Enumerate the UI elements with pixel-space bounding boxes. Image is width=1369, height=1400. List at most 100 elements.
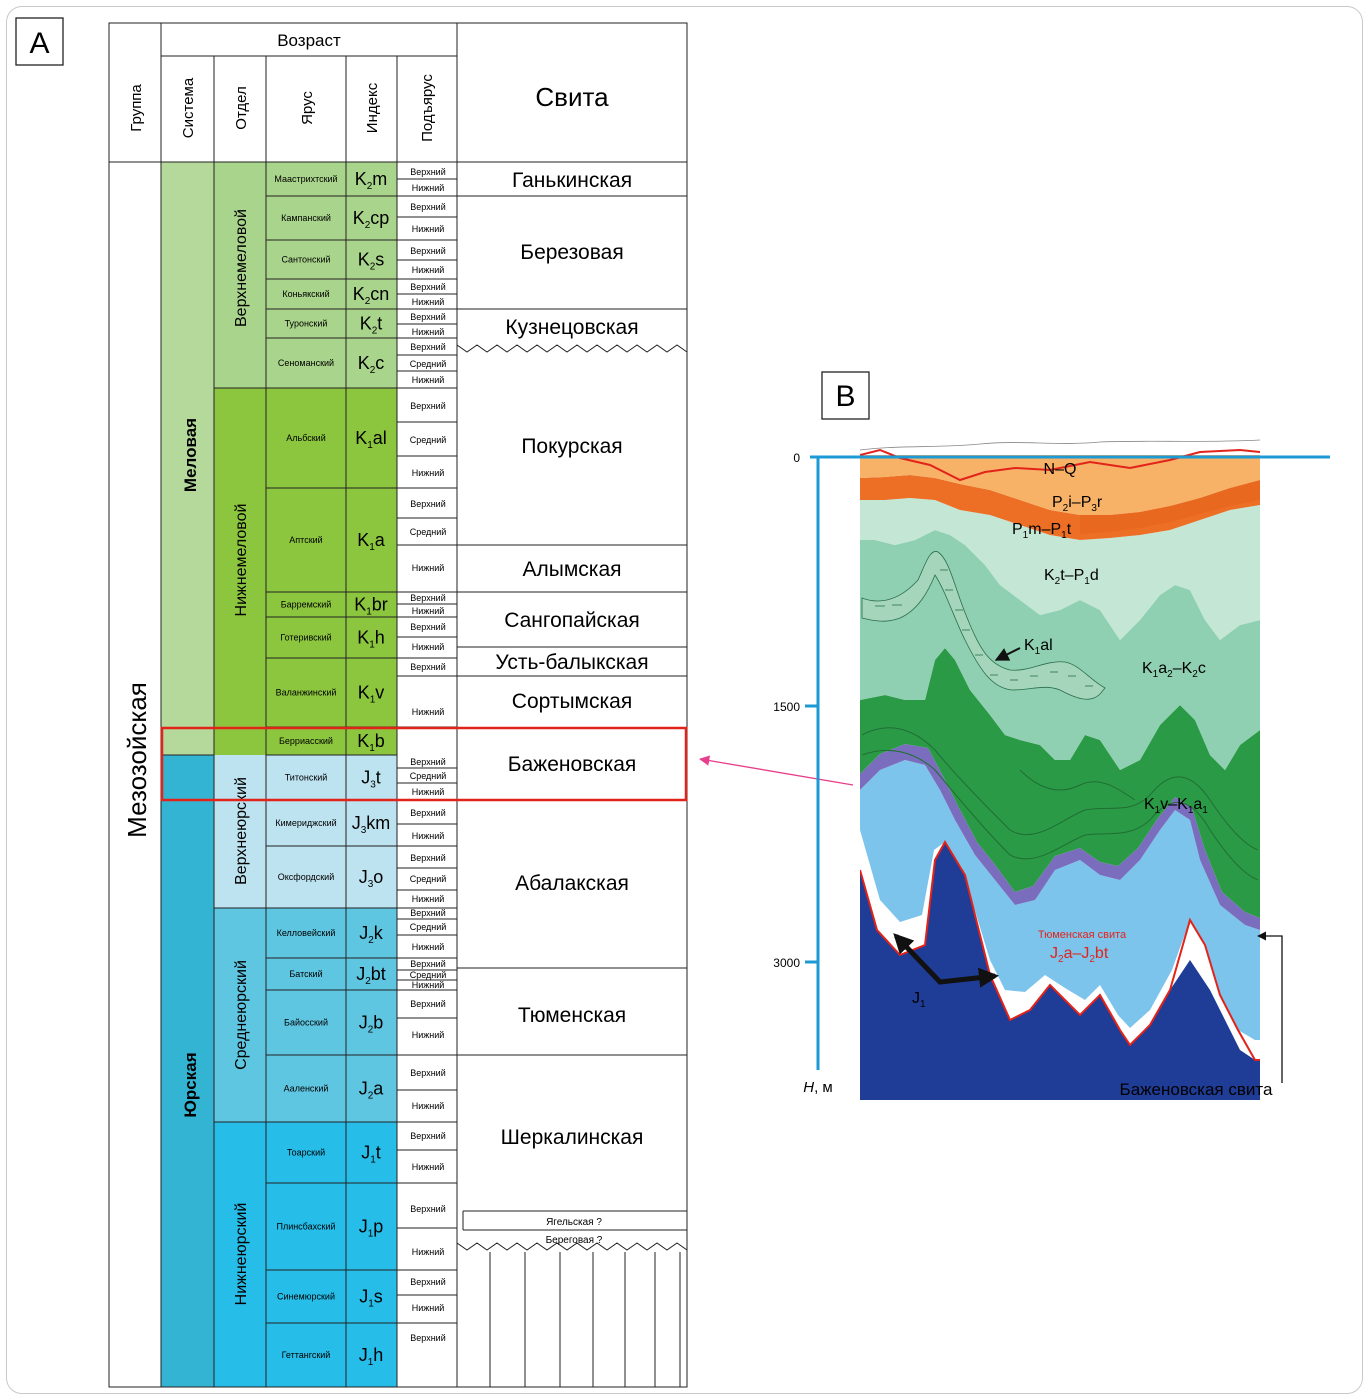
header-group: Группа <box>128 84 145 132</box>
stage-name: Коньякский <box>282 289 329 299</box>
substage-label: Верхний <box>410 999 445 1009</box>
substage-label: Нижний <box>412 265 445 275</box>
stage-index: J3o <box>359 867 384 890</box>
stage-index: K1v <box>358 683 385 706</box>
stage-index: J1t <box>361 1143 381 1166</box>
stage-index: J2k <box>359 923 384 946</box>
substage-label: Нижний <box>412 375 445 385</box>
stage-index: K2cn <box>353 284 390 307</box>
label-bazhenov-suite: Баженовская свита <box>1120 1080 1273 1099</box>
stage-name: Синемюрский <box>277 1292 335 1302</box>
stage-name: Геттангский <box>282 1350 331 1360</box>
label-nq: N–Q <box>1044 461 1077 478</box>
index-upper-cretaceous-fill <box>346 162 397 388</box>
substage-label: Нижний <box>412 787 445 797</box>
label-k1a2: K1a2–K2c <box>1142 660 1206 680</box>
substage-label: Верхний <box>410 282 445 292</box>
suite-beregovaya: Береговая ? <box>546 1235 603 1246</box>
suite-ust-balykskaya: Усть-балыкская <box>495 651 648 674</box>
label-j1: J1 <box>912 990 926 1010</box>
stage-name: Альбский <box>286 433 326 443</box>
substage-label: Средний <box>410 527 447 537</box>
substage-label: Верхний <box>410 1333 445 1343</box>
stage-name: Кампанский <box>281 213 331 223</box>
figure-frame <box>6 6 1363 1394</box>
header-age: Возраст <box>277 31 341 50</box>
substage-label: Верхний <box>410 959 445 969</box>
substage-label: Нижний <box>412 183 445 193</box>
stage-name: Плинсбахский <box>276 1222 335 1232</box>
system-jurassic: Юрская <box>181 1052 200 1117</box>
panel-a: A <box>15 17 854 1388</box>
substage-label: Верхний <box>410 1204 445 1214</box>
k1al-arrow <box>994 647 1021 661</box>
table-grid <box>108 22 688 1388</box>
label-p2p3: P2i–P3r <box>1052 494 1103 514</box>
tick-label-0: 0 <box>793 451 800 465</box>
suite-sherkalinskaya: Шеркалинская <box>501 1126 644 1149</box>
panel-b-label-box <box>821 371 870 420</box>
suite-sortymskaya: Сортымская <box>512 690 632 713</box>
substage-label: Верхний <box>410 622 445 632</box>
stage-name: Барремский <box>281 600 332 610</box>
k1al-hatch <box>875 569 1093 687</box>
label-k2p1: K2t–P1d <box>1044 567 1099 587</box>
dark-green-contours <box>861 727 1259 881</box>
stage-name: Байосский <box>284 1018 328 1028</box>
substage-label: Верхний <box>410 1277 445 1287</box>
stage-rows: Маастрихтский K2m Кампанский K2cp Сантонский… <box>274 169 390 1368</box>
substage-label: Средний <box>410 435 447 445</box>
substage-label: Средний <box>410 970 447 980</box>
stage-name: Титонский <box>285 773 328 783</box>
stage-index: J2a <box>359 1079 385 1102</box>
layer-j1 <box>860 842 1260 1100</box>
substage-label: Верхний <box>410 593 445 603</box>
label-k1al: K1al <box>1024 637 1053 657</box>
suite-tyumenskaya: Тюменская <box>518 1004 626 1027</box>
suite-alymskaya: Алымская <box>523 558 622 581</box>
stage-index: K2cp <box>353 208 390 231</box>
header-series: Отдел <box>233 86 250 129</box>
substage-label: Нижний <box>412 606 445 616</box>
stage-index: K1b <box>357 731 385 754</box>
substage-label: Нижний <box>412 297 445 307</box>
axis-title: H, м <box>803 1079 833 1096</box>
header-index: Индекс <box>364 82 381 133</box>
system-jurassic-fill <box>161 755 214 1387</box>
lower-jurassic-fill <box>214 1122 397 1387</box>
stage-name: Валанжинский <box>276 688 337 698</box>
bazhenov-highlight <box>160 726 688 802</box>
substage-label: Верхний <box>410 908 445 918</box>
group-mesozoic: Мезозойская <box>122 682 152 838</box>
label-tyumen-name: Тюменская свита <box>1038 929 1127 941</box>
stage-index: J1s <box>359 1287 383 1310</box>
header-system: Система <box>180 77 197 138</box>
stage-index: K1a <box>357 530 386 553</box>
stage-index: J3km <box>352 813 391 836</box>
substage-label: Верхний <box>410 401 445 411</box>
system-cretaceous: Меловая <box>181 418 200 492</box>
stage-index: J3t <box>361 768 381 791</box>
substage-label: Средний <box>410 874 447 884</box>
stage-name: Сеноманский <box>278 358 334 368</box>
lower-cretaceous-fill <box>214 388 397 755</box>
stage-name: Маастрихтский <box>274 174 337 184</box>
suite-abalakskaya: Абалакская <box>515 872 629 895</box>
surface-contour <box>860 448 1260 482</box>
stage-index: K2c <box>358 353 385 376</box>
stage-name: Туронский <box>285 319 328 329</box>
stage-index: K1br <box>354 595 388 618</box>
stage-name: Сантонский <box>281 255 330 265</box>
panel-a-label-box <box>15 17 64 66</box>
substage-label: Нижний <box>412 831 445 841</box>
layer-quaternary <box>860 455 1260 515</box>
substage-label: Верхний <box>410 853 445 863</box>
suite-pokurskaya: Покурская <box>521 435 622 458</box>
substage-label: Средний <box>410 922 447 932</box>
stage-name: Ааленский <box>284 1084 329 1094</box>
tick-label-3000: 3000 <box>773 956 800 970</box>
substage-label: Верхний <box>410 1131 445 1141</box>
header-substage: Подъярус <box>419 74 436 142</box>
layer-light-green <box>860 498 1260 640</box>
suite-bazhenovskaya: Баженовская <box>508 753 637 776</box>
